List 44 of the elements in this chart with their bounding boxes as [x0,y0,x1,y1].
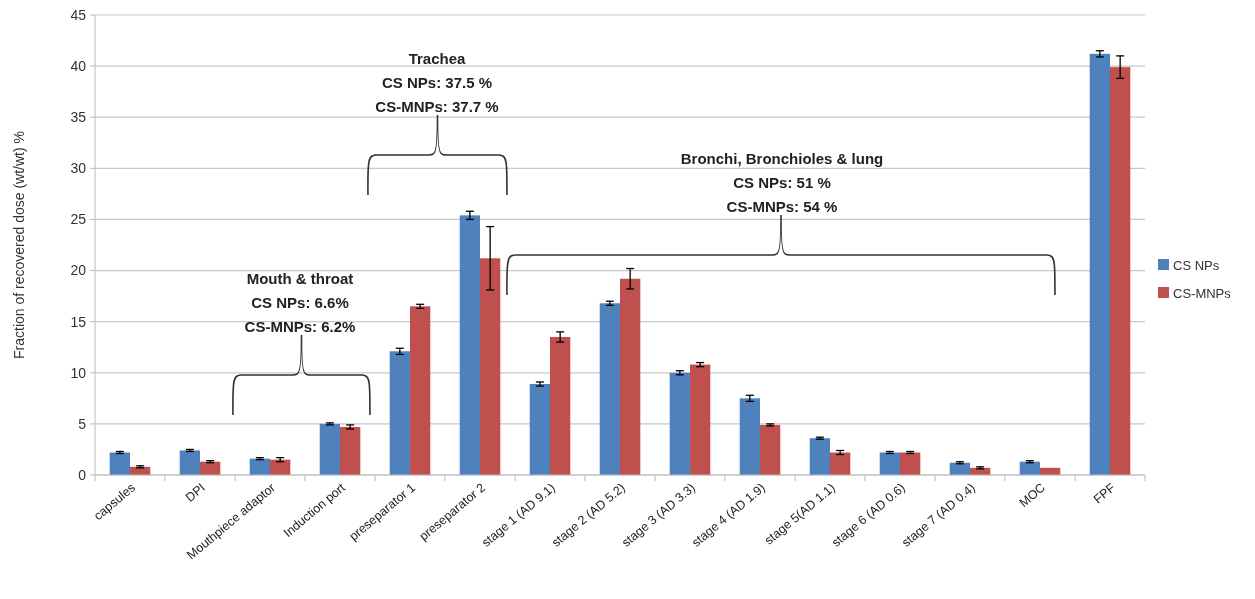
annotation: Mouth & throat CS NPs: 6.6% CS-MNPs: 6.2% [244,270,356,335]
y-axis-title: Fraction of recovered dose (wt/wt) % [11,131,27,359]
legend-label: CS NPs [1173,257,1220,273]
bar [739,398,760,475]
bar [550,337,571,475]
bar [109,452,130,475]
bar [669,372,690,475]
annotation: Trachea CS NPs: 37.5 % CS-MNPs: 37.7 % [375,50,499,115]
bar [690,364,711,475]
bar [900,452,921,475]
bar [459,215,480,475]
bar [760,424,781,475]
bar [179,450,200,475]
y-tick-label: 45 [70,6,87,23]
bar [270,459,291,475]
bar [830,452,851,475]
x-tick-label: DPI [182,480,208,505]
bar [480,258,501,475]
x-tick-label: FPF [1090,480,1119,507]
legend-label: CS-MNPs [1173,285,1232,301]
bar [879,452,900,475]
y-tick-label: 20 [70,262,87,279]
bar [340,426,361,475]
y-tick-label: 15 [70,313,87,330]
bar [1089,53,1110,475]
bar [529,384,550,475]
bar [389,351,410,475]
y-tick-label: 40 [70,58,87,75]
y-tick-label: 35 [70,109,87,126]
y-tick-label: 30 [70,160,87,177]
bar [809,438,830,475]
annotation: Bronchi, Bronchioles & lung CS NPs: 51 % CS-MNPs: 54 % [680,150,884,215]
bar [1110,67,1131,475]
bar [200,461,221,475]
bar [319,423,340,475]
y-tick-label: 10 [70,364,87,381]
bar [599,303,620,475]
bar [410,306,431,475]
y-tick-label: 5 [78,415,87,432]
bar [1019,461,1040,475]
y-tick-label: 0 [78,466,87,483]
bar [249,458,270,475]
bar [620,278,641,475]
y-tick-label: 25 [70,211,87,228]
